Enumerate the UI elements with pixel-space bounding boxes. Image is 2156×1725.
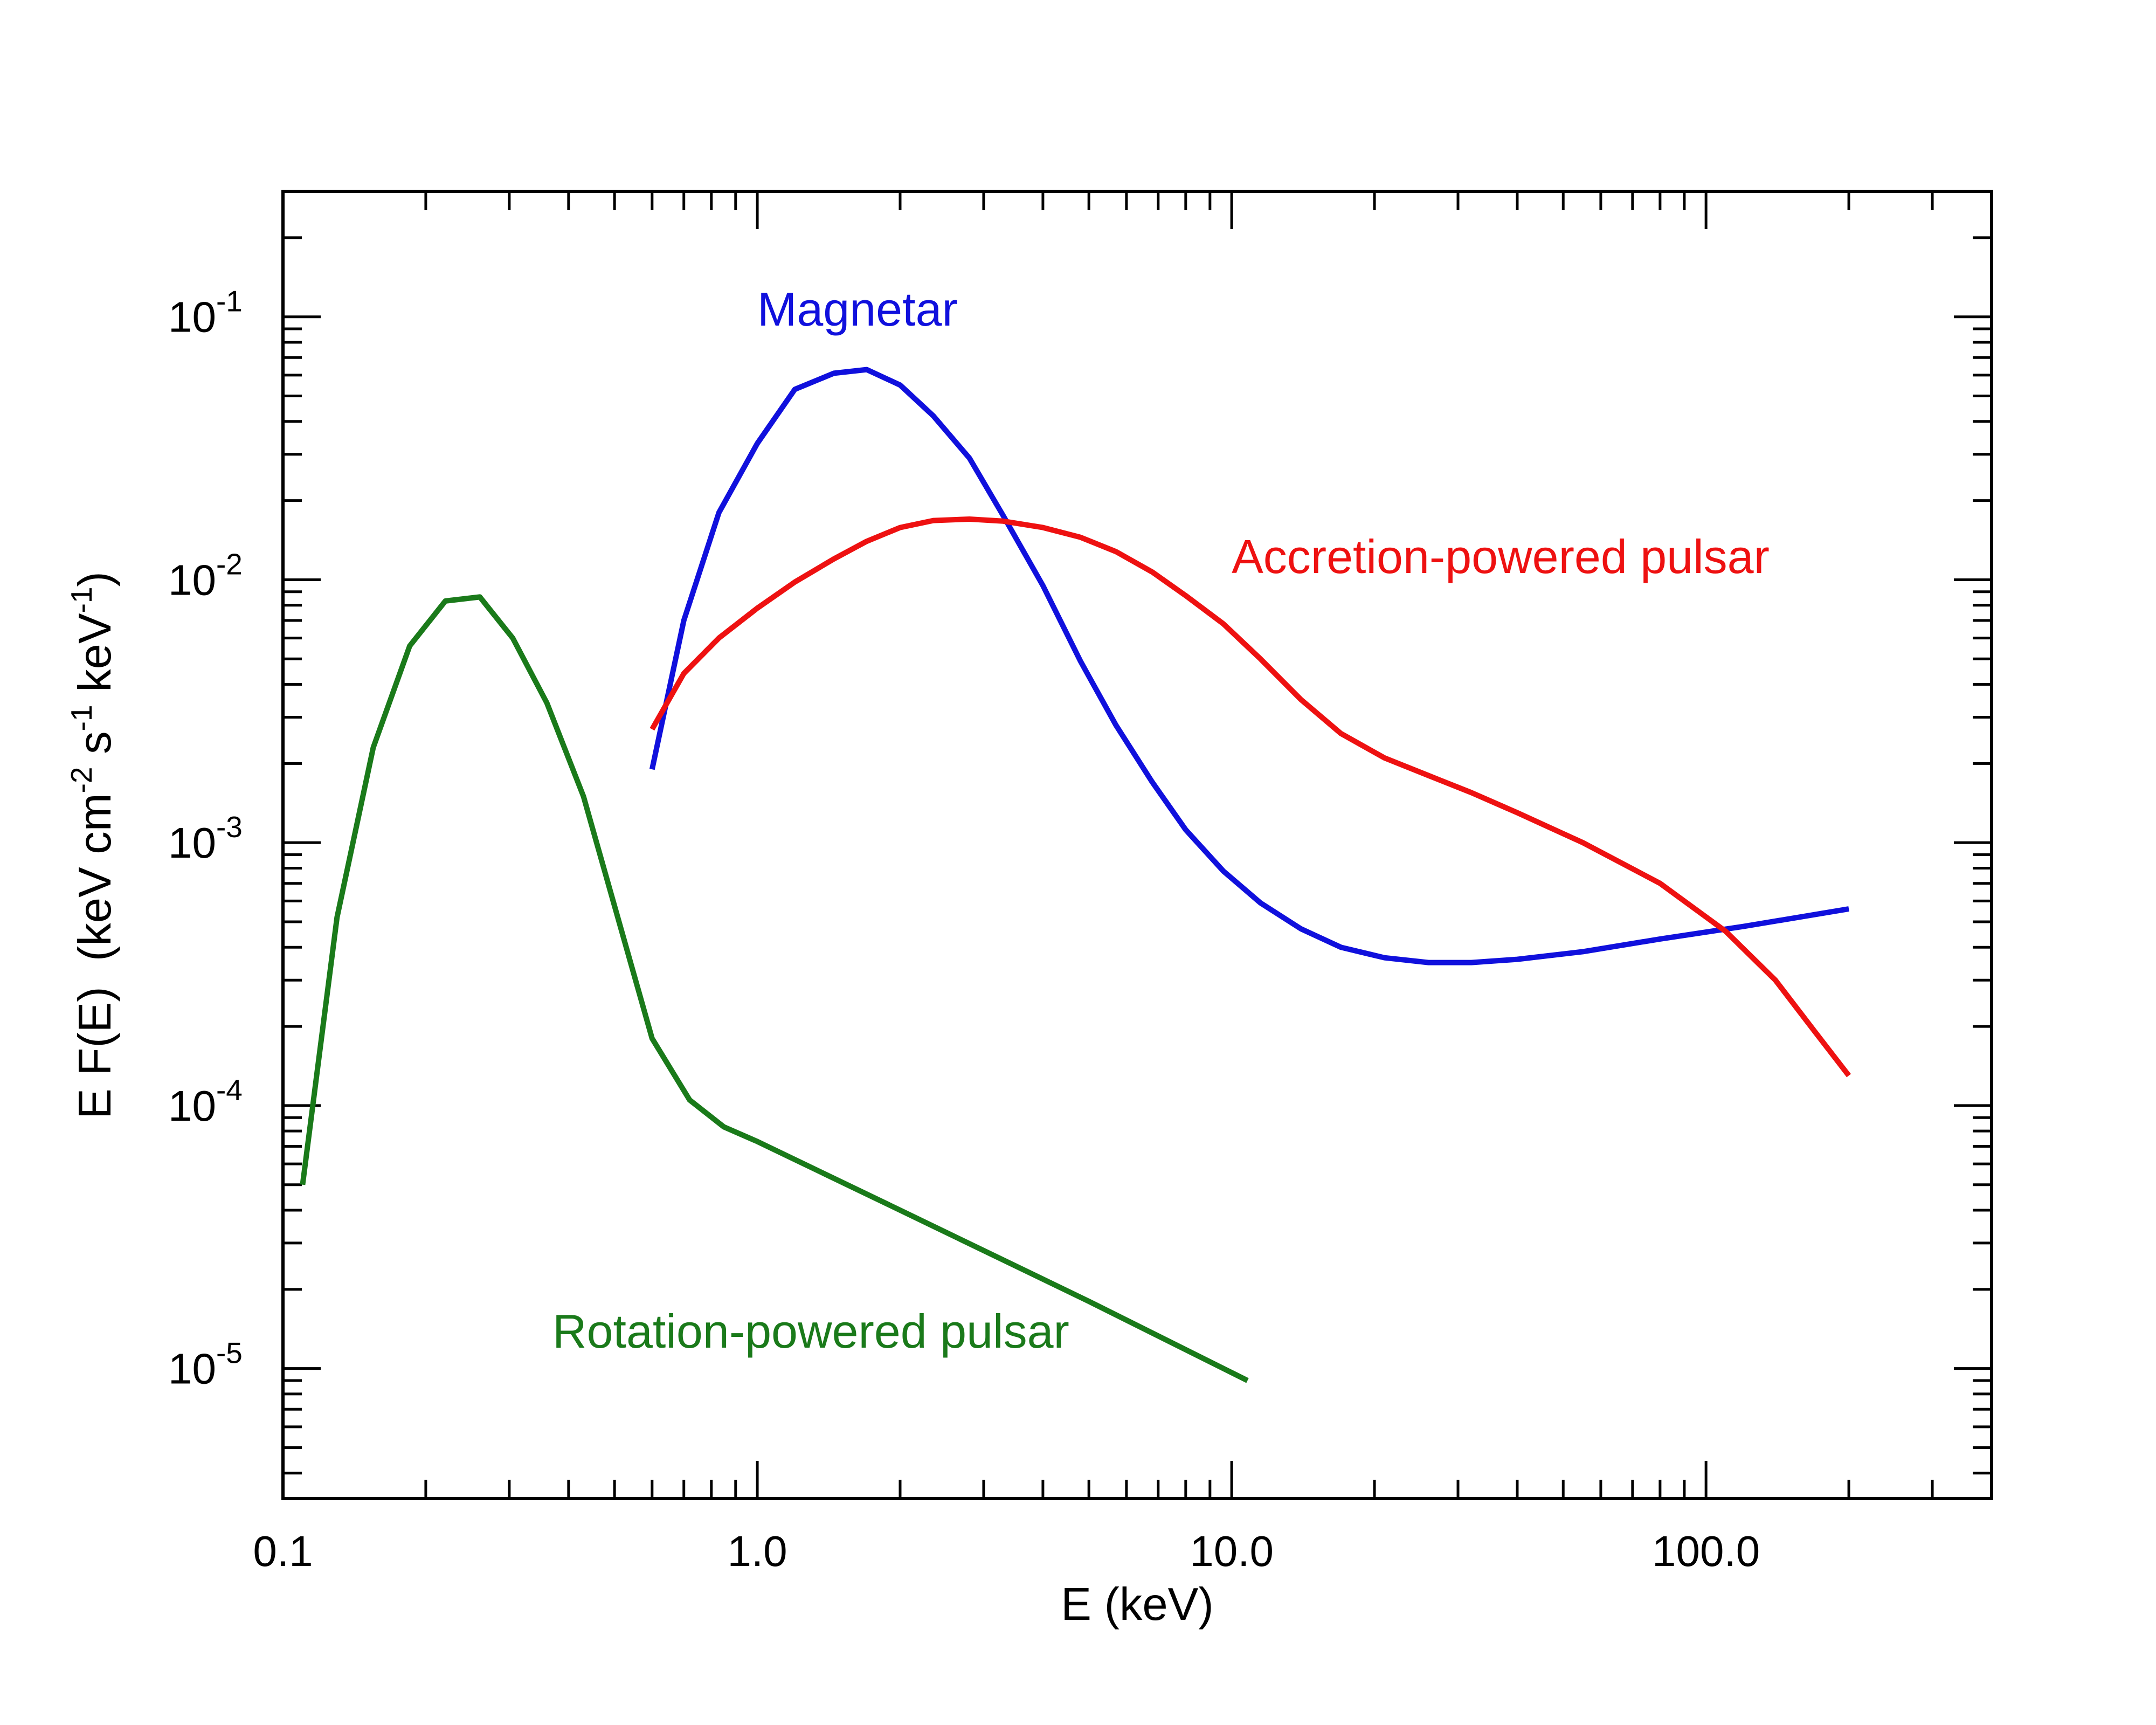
series-layer [300, 367, 1851, 1383]
x-tick-label: 100.0 [1652, 1527, 1760, 1575]
series-line-accretion-powered-pulsar [649, 516, 1851, 1078]
series-labels: Rotation-powered pulsar Magnetar Accretion… [552, 282, 1770, 1358]
y-tick-label: 10-2 [168, 547, 243, 604]
plot-frame [281, 190, 1993, 1500]
y-tick-label: 10-5 [168, 1336, 243, 1393]
minor-ticks [283, 191, 1993, 1499]
x-tick-label: 1.0 [727, 1527, 787, 1575]
series-line-rotation-powered-pulsar [300, 594, 1249, 1383]
series-line-magnetar [649, 367, 1849, 965]
series-label-magnetar: Magnetar [757, 282, 958, 336]
x-tick-label: 10.0 [1190, 1527, 1274, 1575]
x-tick-labels: 0.1 1.0 10.0 100.0 [253, 1527, 1760, 1575]
y-tick-labels: 10-5 10-4 10-3 10-2 10-1 [168, 285, 243, 1393]
x-tick-label: 0.1 [253, 1527, 313, 1575]
y-axis-label: E F(E) (keV cm-2 s-1 keV-1) [65, 571, 121, 1119]
y-tick-label: 10-4 [168, 1073, 243, 1130]
x-axis-label: E (keV) [1061, 1579, 1213, 1630]
y-tick-label: 10-3 [168, 810, 243, 867]
y-tick-label: 10-1 [168, 285, 243, 341]
series-label-rotation-powered-pulsar: Rotation-powered pulsar [552, 1305, 1069, 1358]
series-label-accretion-powered-pulsar: Accretion-powered pulsar [1232, 530, 1770, 583]
